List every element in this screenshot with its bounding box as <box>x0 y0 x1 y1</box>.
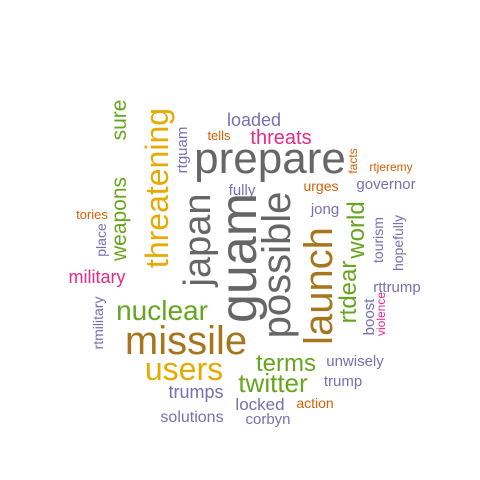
word-launch: launch <box>297 227 341 345</box>
word-action: action <box>296 395 333 411</box>
word-terms: terms <box>256 350 316 377</box>
word-governor: governor <box>356 176 415 193</box>
word-prepare: prepare <box>194 134 346 183</box>
word-japan: japan <box>177 194 219 288</box>
word-sure: sure <box>108 100 131 141</box>
word-rtjeremy: rtjeremy <box>369 160 412 174</box>
word-nuclear: nuclear <box>116 295 208 326</box>
word-rttrump: rttrump <box>373 279 421 296</box>
word-hopefully: hopefully <box>390 215 406 271</box>
word-rtguam: rtguam <box>174 127 191 174</box>
word-possible: possible <box>255 192 299 339</box>
word-tells: tells <box>207 128 231 143</box>
word-jong: jong <box>310 201 339 218</box>
word-locked: locked <box>235 395 284 414</box>
word-unwisely: unwisely <box>326 353 384 370</box>
word-solutions: solutions <box>160 409 223 426</box>
word-guam: guam <box>210 193 268 323</box>
word-weapons: weapons <box>108 177 131 262</box>
word-world: world <box>343 201 370 259</box>
word-loaded: loaded <box>227 110 281 130</box>
word-urges: urges <box>303 178 338 194</box>
word-users: users <box>145 351 223 387</box>
word-threats: threats <box>250 127 311 149</box>
word-rtmilitary: rtmilitary <box>90 297 106 350</box>
word-rtdear: rtdear <box>335 261 362 324</box>
word-place: place <box>93 223 109 257</box>
word-missile: missile <box>125 319 247 363</box>
word-tories: tories <box>76 207 108 222</box>
word-threatening: threatening <box>139 108 175 268</box>
word-corbyn: corbyn <box>245 411 290 428</box>
word-facts: facts <box>346 148 360 173</box>
word-tourism: tourism <box>370 217 386 263</box>
word-violence: violence <box>374 292 388 336</box>
word-trump: trump <box>324 373 362 390</box>
word-fully: fully <box>229 182 256 199</box>
word-boost: boost <box>361 298 378 336</box>
word-twitter: twitter <box>238 368 308 398</box>
word-military: military <box>69 267 126 287</box>
word-trumps: trumps <box>168 382 223 402</box>
